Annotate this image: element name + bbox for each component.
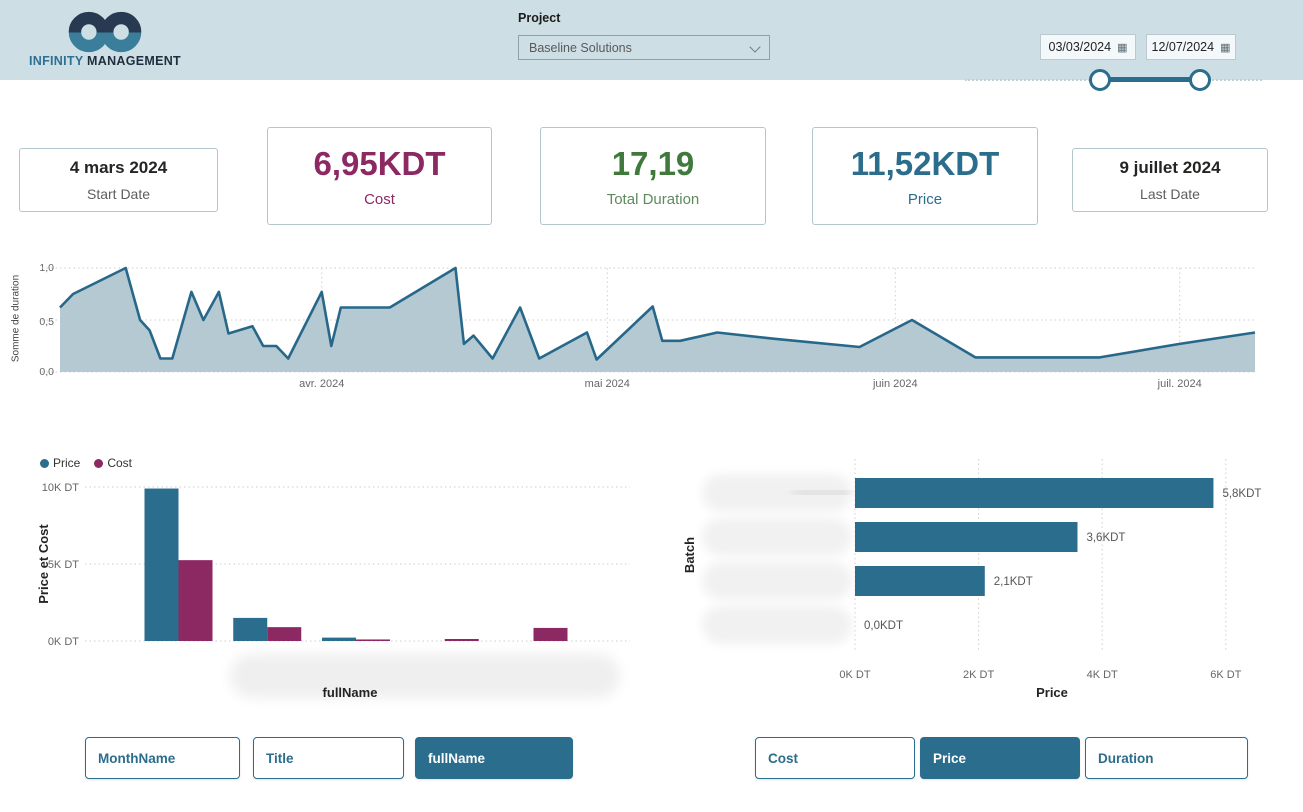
bar-data-label: 2,1KDT [994,576,1033,588]
legend-item-price[interactable]: Price [40,456,80,470]
x-tick: 4K DT [1087,669,1118,681]
x-axis-label: avr. 2024 [299,378,345,390]
date-slider-handle-end[interactable] [1189,69,1211,91]
legend-dot-cost [94,458,104,468]
field-button-price[interactable]: Price [920,737,1080,779]
brand: INFINITY MANAGEMENT [20,8,190,72]
date-from-input[interactable]: 03/03/2024 ▦ [1040,34,1136,60]
redacted-row-label [702,606,852,644]
duration-area-chart [42,266,1256,373]
price-bar [144,488,179,641]
batch-bar [855,478,1214,508]
legend-item-cost[interactable]: Cost [94,456,132,470]
field-button-fullname[interactable]: fullName [415,737,573,779]
price-cost-bar-chart: 0K DT 5K DT 10K DT Price et Cost fullName [36,482,630,700]
x-axis-label: mai 2024 [584,378,630,390]
legend-dot-price [40,458,49,468]
kpi-card-price: 11,52KDT Price [812,127,1038,225]
x-tick: 6K DT [1210,669,1241,681]
batch-price-bar-chart: 0K DT 2K DT 4K DT 6K DT 5,8KDT 3,6KDT 2,1KDT 0,… [682,459,1261,700]
project-label: Project [518,11,561,25]
y-axis-title: Batch [682,537,697,573]
cost-bar [178,560,213,641]
calendar-icon: ▦ [1117,41,1128,54]
x-axis-label: juin 2024 [872,378,918,390]
date-slider-range[interactable] [1100,77,1200,82]
cost-bar [356,639,390,641]
bar-data-label: 5,8KDT [1222,488,1261,500]
bar-data-label: 3,6KDT [1086,532,1125,544]
redacted-row-label-ink [793,491,851,494]
batch-bar [855,566,985,596]
kpi-card-start-date: 4 mars 2024 Start Date [19,148,218,212]
x-axis-title: fullName [323,685,378,700]
redacted-category-labels [230,654,620,698]
field-button-cost[interactable]: Cost [755,737,915,779]
chevron-down-icon [749,41,761,53]
bar-data-label: 0,0KDT [864,620,903,632]
x-tick: 2K DT [963,669,994,681]
cost-bar [444,638,479,641]
y-tick: 10K DT [42,482,80,494]
batch-bar [855,522,1078,552]
cost-bar [533,627,568,641]
y-axis-title: Price et Cost [36,524,51,604]
infinity-logo-icon [68,11,142,53]
y-tick: 0,5 [39,316,54,328]
bar-chart-legend: Price Cost [40,456,132,470]
x-tick: 0K DT [839,669,870,681]
project-dropdown-value: Baseline Solutions [529,40,632,55]
area-fill [60,268,1255,372]
y-tick: 0K DT [48,636,79,648]
header-bar: INFINITY MANAGEMENT Project Baseline Sol… [0,0,1303,80]
price-bar [322,637,356,641]
date-slider-handle-start[interactable] [1089,69,1111,91]
field-button-monthname[interactable]: MonthName [85,737,240,779]
x-axis-label: juil. 2024 [1157,378,1202,390]
calendar-icon: ▦ [1220,41,1231,54]
date-to-input[interactable]: 12/07/2024 ▦ [1146,34,1236,60]
redacted-row-label [702,518,852,556]
project-dropdown[interactable]: Baseline Solutions [518,35,770,60]
field-button-title[interactable]: Title [253,737,404,779]
kpi-card-total-duration: 17,19 Total Duration [540,127,766,225]
x-axis-title: Price [1036,685,1068,700]
kpi-card-cost: 6,95KDT Cost [267,127,492,225]
redacted-row-label [702,562,852,600]
cost-bar [267,627,302,641]
field-button-duration[interactable]: Duration [1085,737,1248,779]
area-line [59,266,1256,361]
redacted-row-label [702,474,852,512]
price-bar [233,617,268,641]
y-tick: 5K DT [48,559,79,571]
kpi-card-last-date: 9 juillet 2024 Last Date [1072,148,1268,212]
brand-name: INFINITY MANAGEMENT [28,54,181,68]
